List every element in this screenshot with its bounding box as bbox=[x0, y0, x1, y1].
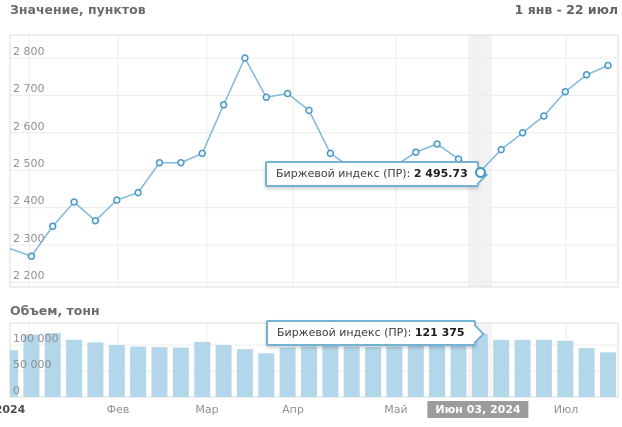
price-ytick-2300: 2 300 bbox=[13, 232, 45, 245]
data-point-marker[interactable] bbox=[27, 252, 36, 260]
volume-chart-title: Объем, тонн bbox=[10, 303, 100, 318]
data-point-marker[interactable] bbox=[113, 196, 121, 204]
selected-date-badge: Июн 03, 2024 bbox=[427, 401, 529, 418]
data-point-marker[interactable] bbox=[48, 222, 57, 231]
data-point-marker[interactable] bbox=[283, 89, 292, 98]
volume-bar[interactable] bbox=[2, 350, 18, 397]
volume-bar[interactable] bbox=[450, 345, 467, 397]
data-point-marker[interactable] bbox=[198, 149, 206, 158]
price-tooltip-value: 2 495.73 bbox=[413, 167, 468, 180]
data-point-marker[interactable] bbox=[561, 87, 570, 96]
data-point-marker[interactable] bbox=[326, 149, 335, 158]
price-chart-title: Значение, пунктов bbox=[10, 2, 146, 17]
volume-bar[interactable] bbox=[407, 346, 424, 397]
price-ytick-2400: 2 400 bbox=[13, 194, 45, 207]
volume-bar[interactable] bbox=[365, 347, 382, 397]
price-tooltip: Биржевой индекс (ПР): 2 495.73 bbox=[265, 161, 488, 187]
volume-bar[interactable] bbox=[578, 348, 595, 397]
data-point-marker[interactable] bbox=[155, 158, 164, 167]
volume-ytick-100000: 100 000 bbox=[13, 332, 59, 345]
volume-bar[interactable] bbox=[493, 339, 510, 397]
data-point-marker[interactable] bbox=[433, 140, 441, 148]
volume-ytick-0: 0 bbox=[13, 384, 20, 397]
selected-data-point-marker[interactable] bbox=[475, 167, 486, 178]
price-ytick-2200: 2 200 bbox=[13, 269, 45, 282]
price-plot-border bbox=[9, 34, 619, 288]
volume-bar[interactable] bbox=[172, 347, 189, 397]
x-label-may: Май bbox=[384, 403, 408, 416]
price-ytick-2700: 2 700 bbox=[13, 82, 45, 95]
volume-bar[interactable] bbox=[386, 346, 403, 397]
data-point-marker[interactable] bbox=[604, 61, 612, 70]
volume-bar[interactable] bbox=[23, 334, 40, 397]
data-point-marker[interactable] bbox=[497, 145, 505, 154]
data-point-marker[interactable] bbox=[582, 71, 591, 79]
volume-bar[interactable] bbox=[322, 346, 339, 397]
volume-bar[interactable] bbox=[600, 352, 616, 397]
volume-bar[interactable] bbox=[557, 340, 574, 397]
volume-bar[interactable] bbox=[130, 346, 147, 397]
price-ytick-2500: 2 500 bbox=[13, 157, 45, 170]
volume-tooltip-label: Биржевой индекс (ПР): bbox=[277, 326, 412, 339]
x-label-jul: Июл bbox=[553, 403, 579, 416]
volume-tooltip: Биржевой индекс (ПР): 121 375 bbox=[266, 320, 485, 346]
volume-bar[interactable] bbox=[301, 346, 317, 397]
data-point-marker[interactable] bbox=[91, 216, 100, 225]
volume-bar[interactable] bbox=[343, 346, 360, 397]
volume-bar[interactable] bbox=[66, 339, 83, 397]
volume-ytick-50000: 50 000 bbox=[13, 358, 52, 371]
price-line bbox=[10, 56, 609, 258]
volume-bar[interactable] bbox=[151, 347, 168, 397]
data-point-marker[interactable] bbox=[305, 106, 313, 115]
price-ytick-2800: 2 800 bbox=[13, 45, 45, 58]
x-label-feb: Фев bbox=[106, 403, 130, 416]
volume-bar[interactable] bbox=[258, 353, 275, 397]
volume-bar[interactable] bbox=[279, 347, 296, 397]
volume-bar[interactable] bbox=[471, 333, 488, 397]
data-point-marker[interactable] bbox=[262, 93, 271, 102]
data-point-marker[interactable] bbox=[412, 148, 420, 156]
data-point-marker[interactable] bbox=[540, 112, 548, 120]
volume-bar[interactable] bbox=[429, 345, 446, 398]
price-line-series[interactable] bbox=[10, 54, 612, 260]
volume-bar[interactable] bbox=[215, 345, 232, 397]
volume-bar[interactable] bbox=[44, 333, 61, 397]
volume-bar[interactable] bbox=[108, 345, 125, 397]
volume-bar[interactable] bbox=[236, 349, 253, 397]
x-label-2024: 2024 bbox=[0, 403, 26, 416]
volume-bar[interactable] bbox=[87, 342, 104, 397]
price-ytick-2600: 2 600 bbox=[13, 120, 45, 133]
volume-bar[interactable] bbox=[514, 339, 531, 397]
volume-bar-series[interactable] bbox=[2, 333, 616, 397]
data-point-marker[interactable] bbox=[70, 198, 78, 206]
data-point-marker[interactable] bbox=[241, 54, 249, 62]
price-tooltip-label: Биржевой индекс (ПР): bbox=[276, 167, 411, 180]
volume-bar[interactable] bbox=[194, 341, 211, 397]
data-point-marker[interactable] bbox=[177, 158, 185, 167]
volume-tooltip-value: 121 375 bbox=[414, 326, 465, 339]
data-point-marker[interactable] bbox=[134, 188, 142, 197]
date-range-label: 1 янв - 22 июл bbox=[514, 2, 618, 17]
volume-bar[interactable] bbox=[535, 339, 552, 397]
x-label-apr: Апр bbox=[282, 403, 304, 416]
data-point-marker[interactable] bbox=[518, 129, 527, 137]
x-label-mar: Мар bbox=[195, 403, 219, 416]
data-point-marker[interactable] bbox=[219, 101, 228, 109]
